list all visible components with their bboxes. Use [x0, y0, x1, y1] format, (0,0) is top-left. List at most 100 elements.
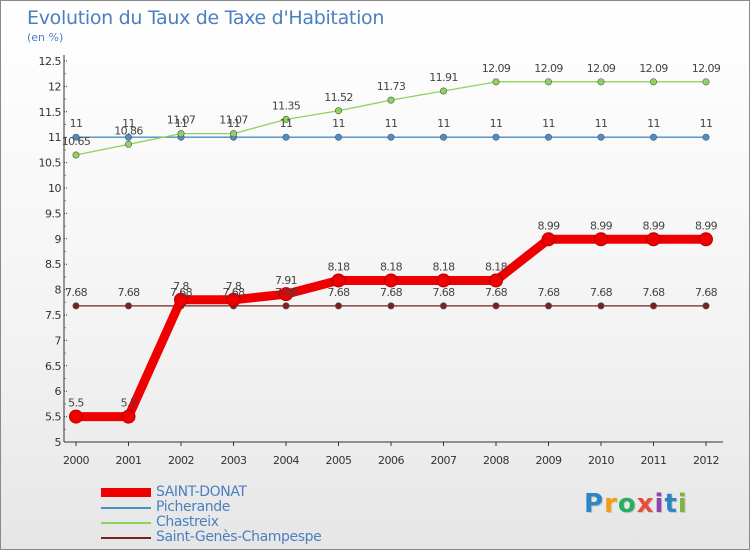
data-label: 7.68 — [537, 286, 560, 299]
data-point — [702, 302, 710, 310]
legend-swatch — [101, 488, 151, 497]
data-point — [334, 302, 342, 310]
data-label: 8.18 — [485, 260, 508, 273]
y-tick-label: 12 — [48, 80, 61, 93]
data-point — [334, 133, 342, 141]
data-label: 12.09 — [639, 62, 668, 75]
data-point — [492, 78, 500, 86]
data-point — [174, 292, 188, 307]
data-label: 7.68 — [327, 286, 350, 299]
data-point — [384, 273, 398, 288]
data-label: 11 — [385, 117, 398, 130]
data-point — [439, 87, 447, 95]
data-label: 7.68 — [222, 286, 245, 299]
data-label: 8.99 — [590, 219, 613, 232]
data-label: 11 — [332, 117, 345, 130]
data-label: 7.68 — [590, 286, 613, 299]
data-point — [279, 287, 293, 302]
data-label: 7.68 — [695, 286, 718, 299]
data-point — [331, 273, 346, 288]
data-point — [125, 133, 133, 141]
data-label: 11 — [490, 117, 503, 130]
y-tick-label: 12.5 — [39, 55, 62, 68]
data-label: 11 — [227, 117, 240, 130]
data-point — [597, 302, 605, 310]
data-label: 7.68 — [642, 286, 665, 299]
data-label: 11.52 — [324, 91, 353, 104]
logo-letter: i — [654, 489, 665, 519]
x-tick-label: 2012 — [693, 454, 719, 467]
data-label: 8.18 — [432, 260, 455, 273]
x-tick-label: 2008 — [483, 454, 509, 467]
y-tick-label: 8 — [55, 284, 62, 297]
data-point — [699, 232, 713, 247]
data-label: 5.5 — [68, 397, 84, 410]
legend-swatch — [101, 522, 151, 524]
chart-title: Evolution du Taux de Taxe d'Habitation — [27, 7, 385, 29]
legend-label: Saint-Genès-Champespe — [156, 529, 322, 545]
y-tick-label: 6.5 — [45, 360, 61, 373]
data-point — [646, 232, 661, 247]
data-point — [544, 78, 552, 86]
data-label: 7.68 — [432, 286, 455, 299]
data-point — [597, 78, 605, 86]
data-label: 11.35 — [272, 99, 301, 112]
data-point — [702, 78, 710, 86]
y-tick-label: 8.5 — [45, 258, 61, 271]
y-tick-label: 6 — [55, 385, 62, 398]
y-tick-label: 11.5 — [39, 106, 62, 119]
data-point — [387, 133, 395, 141]
legend-label: SAINT-DONAT — [156, 484, 247, 500]
data-point — [72, 302, 80, 310]
data-point — [597, 133, 605, 141]
logo-letter: t — [664, 489, 678, 519]
data-point — [492, 302, 500, 310]
data-label: 11 — [700, 117, 713, 130]
data-point — [282, 133, 290, 141]
data-point — [439, 302, 447, 310]
legend-label: Chastreix — [156, 514, 219, 530]
legend-swatch — [101, 537, 151, 539]
y-tick-label: 9.5 — [45, 207, 61, 220]
data-label: 8.99 — [537, 219, 560, 232]
x-tick-label: 2003 — [221, 454, 247, 467]
data-label: 11 — [175, 117, 188, 130]
logo-letter: r — [604, 489, 618, 519]
data-point — [125, 140, 133, 148]
data-point — [69, 409, 83, 424]
y-tick-label: 7 — [55, 334, 62, 347]
data-label: 12.09 — [692, 62, 721, 75]
data-point — [334, 107, 342, 115]
x-tick-label: 2011 — [641, 454, 667, 467]
data-point — [72, 151, 80, 159]
data-point — [649, 78, 657, 86]
data-point — [177, 130, 185, 138]
data-point — [125, 302, 133, 310]
x-tick-label: 2000 — [63, 454, 89, 467]
data-label: 8.18 — [327, 260, 350, 273]
y-tick-label: 9 — [55, 233, 62, 246]
y-tick-label: 10.5 — [39, 157, 62, 170]
data-point — [544, 133, 552, 141]
data-label: 11 — [122, 117, 135, 130]
x-tick-label: 2005 — [326, 454, 352, 467]
x-tick-label: 2010 — [588, 454, 614, 467]
data-point — [282, 302, 290, 310]
data-point — [121, 409, 136, 424]
data-point — [649, 133, 657, 141]
data-point — [387, 96, 395, 104]
data-label: 11 — [70, 117, 83, 130]
legend-label: Picherande — [156, 499, 230, 515]
data-point — [541, 232, 556, 247]
data-point — [492, 133, 500, 141]
data-label: 11 — [437, 117, 450, 130]
logo-letter: i — [677, 489, 688, 519]
data-point — [230, 130, 238, 138]
data-label: 8.99 — [642, 219, 665, 232]
data-label: 7.68 — [117, 286, 140, 299]
data-point — [226, 292, 241, 307]
data-label: 8.18 — [380, 260, 403, 273]
data-label: 5.5 — [121, 397, 137, 410]
